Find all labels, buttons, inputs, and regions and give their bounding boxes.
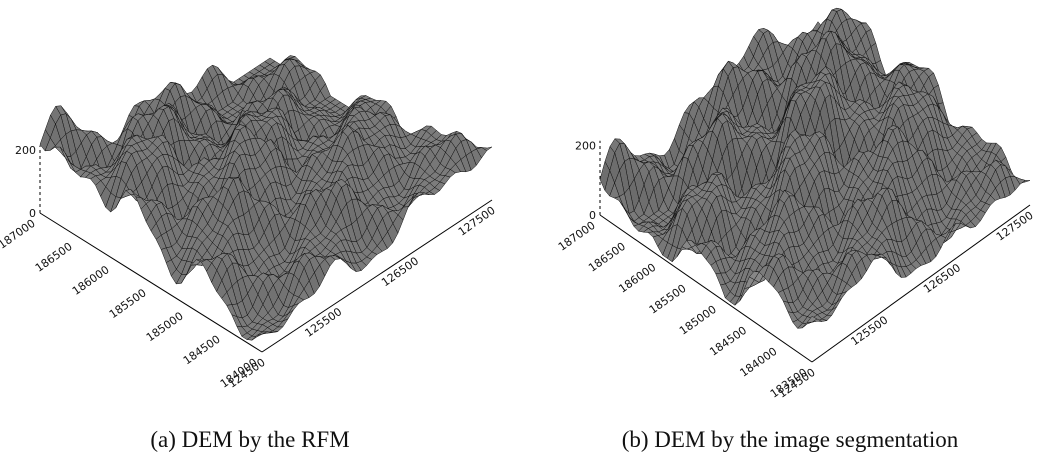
x-tick-label: 126500 <box>379 254 421 289</box>
caption: (a) DEM by the RFM <box>150 427 349 452</box>
z-tick-label: 200 <box>575 140 596 153</box>
panel: 0 200 187000186500186000185500185000184500… <box>556 7 1036 452</box>
y-tick-label: 185500 <box>647 282 689 317</box>
y-tick-label: 185500 <box>107 286 149 321</box>
axis-line <box>599 214 813 363</box>
y-tick-label: 184000 <box>738 345 780 380</box>
surface-mesh <box>599 7 1031 329</box>
surface-mesh <box>39 55 493 341</box>
axis-line <box>261 199 493 353</box>
panel: 0 200 187000186500186000185500185000184500… <box>0 55 498 452</box>
y-tick-label: 184500 <box>707 324 749 359</box>
y-tick-label: 184500 <box>181 333 223 368</box>
y-tick-label: 187000 <box>556 219 598 254</box>
y-tick-label: 186500 <box>586 240 628 275</box>
mesh-cell <box>806 315 818 323</box>
y-tick-label: 186500 <box>33 240 75 275</box>
z-tick-label: 200 <box>15 144 36 157</box>
x-tick-label: 127500 <box>456 204 498 239</box>
x-tick-label: 125500 <box>303 305 345 340</box>
z-tick-label: 0 <box>589 209 596 222</box>
y-tick-label: 187000 <box>0 217 38 252</box>
y-tick-label: 185000 <box>677 303 719 338</box>
axis-line <box>811 204 1031 363</box>
axis-line <box>39 212 263 353</box>
mesh-cell <box>256 331 268 336</box>
y-tick-label: 186000 <box>616 261 658 296</box>
caption: (b) DEM by the image segmentation <box>622 427 959 452</box>
y-tick-label: 186000 <box>70 263 112 298</box>
y-tick-label: 185000 <box>144 309 186 344</box>
z-tick-label: 0 <box>29 207 36 220</box>
